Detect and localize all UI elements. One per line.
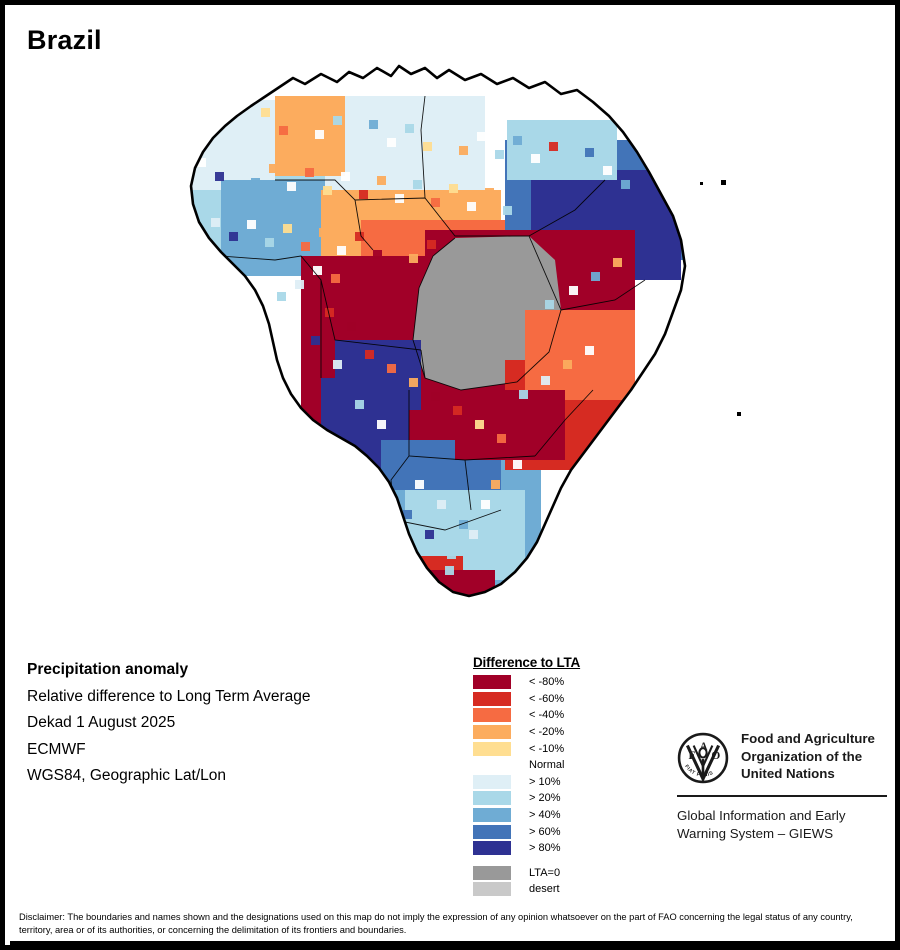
legend-swatch xyxy=(473,758,511,772)
legend-label: < -80% xyxy=(529,676,565,689)
legend-item-gt-40[interactable]: > 40% xyxy=(473,807,653,824)
legend-item-normal[interactable]: Normal xyxy=(473,757,653,774)
legend-swatch xyxy=(473,808,511,823)
legend-swatch xyxy=(473,675,511,690)
info-projection: WGS84, Geographic Lat/Lon xyxy=(27,767,227,784)
legend-swatch xyxy=(473,824,511,839)
legend-item-gt-80[interactable]: > 80% xyxy=(473,840,653,857)
giews-system-name: Global Information and Early Warning Sys… xyxy=(677,807,887,843)
info-period: Dekad 1 August 2025 xyxy=(27,714,176,731)
fao-name-line3: United Nations xyxy=(741,766,835,781)
legend-label: < -10% xyxy=(529,742,565,755)
legend-swatch xyxy=(473,708,511,723)
disclaimer-divider xyxy=(10,941,900,945)
giews-line2: Warning System – GIEWS xyxy=(677,826,834,841)
legend-item-lt-60[interactable]: < -60% xyxy=(473,691,653,708)
info-source: ECMWF xyxy=(27,740,86,758)
svg-text:F: F xyxy=(688,750,695,762)
map-info-block: Precipitation anomaly Relative differenc… xyxy=(27,657,447,790)
legend-swatch xyxy=(473,841,511,856)
legend-label: > 80% xyxy=(529,842,561,855)
legend-label: < -20% xyxy=(529,726,565,739)
legend-item-desert[interactable]: desert xyxy=(473,881,653,898)
legend-label: > 10% xyxy=(529,775,561,788)
state-boundaries xyxy=(220,95,646,561)
raster-cells xyxy=(191,66,685,596)
trindade-icon xyxy=(737,412,741,416)
offshore-islands xyxy=(700,180,741,416)
legend: Difference to LTA < -80% < -60% < -40% <… xyxy=(473,655,653,898)
legend-swatch xyxy=(473,725,511,740)
legend-swatch xyxy=(473,865,511,880)
legend-swatch xyxy=(473,882,511,897)
info-heading: Precipitation anomaly xyxy=(27,661,189,678)
legend-label: < -40% xyxy=(529,709,565,722)
svg-text:A: A xyxy=(700,742,708,753)
legend-label: Normal xyxy=(529,759,565,772)
legend-item-lta-zero[interactable]: LTA=0 xyxy=(473,865,653,882)
fao-divider xyxy=(677,795,887,797)
atol-das-rocas-icon xyxy=(700,182,703,185)
legend-item-gt-10[interactable]: > 10% xyxy=(473,774,653,791)
legend-swatch xyxy=(473,691,511,706)
legend-label: desert xyxy=(529,883,560,896)
disclaimer-text: Disclaimer: The boundaries and names sho… xyxy=(19,912,853,936)
legend-label: < -60% xyxy=(529,692,565,705)
brazil-national-border xyxy=(189,64,687,598)
giews-line1: Global Information and Early xyxy=(677,808,846,823)
fao-branding: F A O FIAT PANIS Food and Agriculture Or… xyxy=(677,730,887,843)
legend-item-lt-40[interactable]: < -40% xyxy=(473,707,653,724)
legend-swatch xyxy=(473,791,511,806)
legend-label: > 60% xyxy=(529,825,561,838)
fao-organization-name: Food and Agriculture Organization of the… xyxy=(741,730,875,783)
page-title: Brazil xyxy=(27,25,102,55)
legend-label: > 40% xyxy=(529,809,561,822)
info-subtitle: Relative difference to Long Term Average xyxy=(27,687,311,705)
legend-swatch xyxy=(473,774,511,789)
fernando-de-noronha-icon xyxy=(721,180,726,185)
legend-item-lt-80[interactable]: < -80% xyxy=(473,674,653,691)
svg-text:O: O xyxy=(711,750,720,762)
legend-item-lt-10[interactable]: < -10% xyxy=(473,740,653,757)
map-canvas[interactable] xyxy=(125,60,745,630)
legend-item-gt-20[interactable]: > 20% xyxy=(473,790,653,807)
legend-item-lt-20[interactable]: < -20% xyxy=(473,724,653,741)
legend-gap xyxy=(473,857,653,865)
fao-name-line2: Organization of the xyxy=(741,748,863,764)
fao-name-line1: Food and Agriculture xyxy=(741,731,875,746)
legend-title: Difference to LTA xyxy=(473,655,581,670)
legend-label: > 20% xyxy=(529,792,561,805)
legend-swatch xyxy=(473,741,511,756)
brazil-anomaly-raster[interactable] xyxy=(125,60,745,630)
legend-label: LTA=0 xyxy=(529,866,561,879)
legend-item-gt-60[interactable]: > 60% xyxy=(473,823,653,840)
fao-logo-icon: F A O FIAT PANIS xyxy=(677,732,729,784)
